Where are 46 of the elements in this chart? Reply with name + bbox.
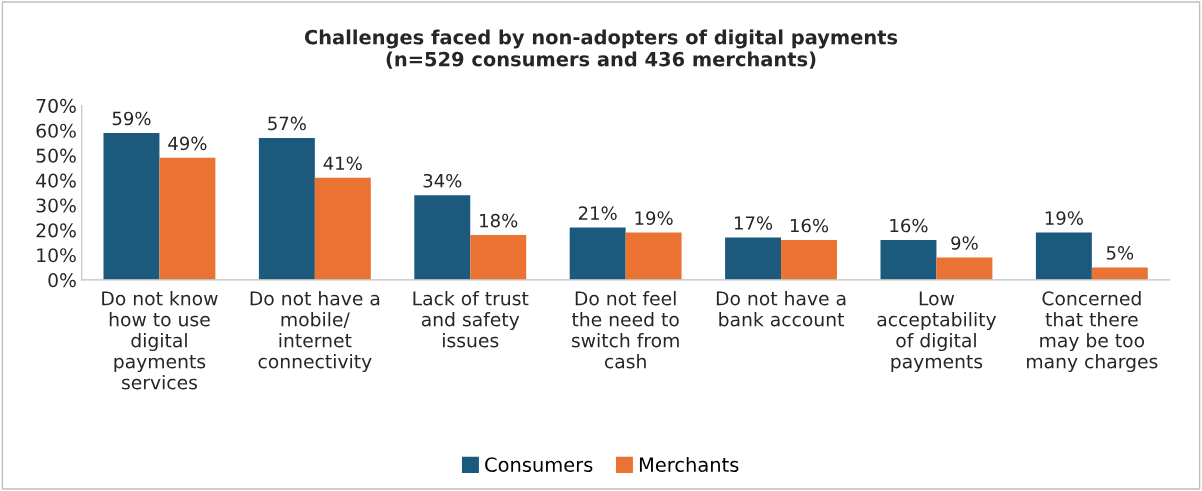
text: 19% <box>635 211 673 225</box>
x-tick-label: Do not feel the need to switch from cash <box>571 290 679 369</box>
bar <box>625 232 682 280</box>
text: 57% <box>268 116 306 131</box>
text: 59% <box>112 111 151 126</box>
y-tick-label: 40% <box>36 173 76 188</box>
bar <box>569 227 626 280</box>
x-tick-label: Low acceptability of digital payments <box>877 291 997 373</box>
x-tick-label: Concerned that there may be too many charges <box>1027 290 1158 373</box>
text: 34% <box>423 173 462 188</box>
x-tick-label: Do not have a mobile/ internet connectivity <box>250 290 380 373</box>
x-tick-label: Do not have a bank account <box>716 290 846 327</box>
text: 41% <box>323 156 362 171</box>
text: 9% <box>951 236 978 250</box>
y-tick-label: 10% <box>37 248 76 263</box>
text: 16% <box>790 218 829 233</box>
text: 17% <box>734 216 773 230</box>
legend-label: Merchants <box>639 456 739 472</box>
text: 19% <box>1045 211 1083 225</box>
y-tick-label: 50% <box>36 148 76 163</box>
y-tick-label: 0% <box>48 273 76 288</box>
bar <box>1035 232 1092 280</box>
x-tick-label: Do not know how to use digital payments services <box>102 290 218 390</box>
text: 16% <box>890 218 928 233</box>
bar <box>314 177 371 280</box>
y-tick-label: 30% <box>36 198 76 213</box>
bar <box>470 235 527 280</box>
chart-title: Challenges faced by non-adopters of digital payments (n=529 consumers and 436 merchants) <box>304 29 898 69</box>
bar <box>1091 267 1148 280</box>
bar <box>159 157 216 280</box>
bar <box>414 195 471 280</box>
text: 49% <box>168 136 207 151</box>
bar <box>781 240 837 280</box>
text: 18% <box>480 213 518 228</box>
text: 5% <box>1106 246 1134 260</box>
y-tick-label: 20% <box>36 223 76 238</box>
y-tick-label: 70% <box>36 98 76 113</box>
y-tick-label: 60% <box>36 123 76 138</box>
bar <box>936 257 993 280</box>
text: 21% <box>578 206 617 220</box>
legend-label: Consumers <box>485 457 593 472</box>
bar <box>880 240 937 280</box>
bar <box>725 237 782 280</box>
x-tick-label: Lack of trust and safety issues <box>413 290 529 348</box>
bar <box>258 137 315 280</box>
bar <box>103 132 160 280</box>
